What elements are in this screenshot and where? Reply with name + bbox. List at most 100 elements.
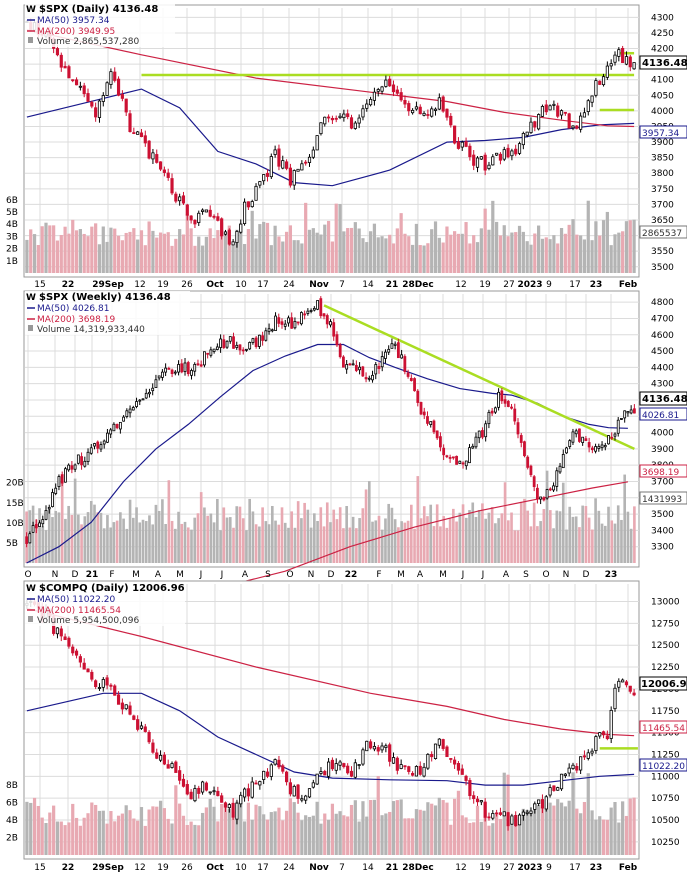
candle-body — [537, 799, 541, 804]
date-tick-label: N — [308, 570, 315, 580]
volume-bar — [529, 811, 533, 855]
volume-bar — [355, 528, 358, 563]
candle-body — [357, 764, 361, 766]
price-tick-label: 13000 — [651, 597, 680, 607]
volume-bar — [471, 502, 475, 563]
candle-body — [445, 108, 449, 118]
candle-body — [235, 231, 239, 244]
candle-body — [189, 215, 193, 221]
volume-bar — [64, 518, 67, 563]
volume-bar — [204, 807, 208, 855]
candle-body — [456, 141, 461, 149]
volume-bar — [329, 522, 332, 563]
volume-tag — [639, 491, 687, 505]
candle-body — [374, 364, 378, 375]
volume-bar — [290, 511, 294, 563]
spx-daily-legend: $SPX (Daily) 4136.48 W MA(50) 3957.34 MA… — [25, 3, 175, 47]
candle-body — [197, 787, 201, 794]
candle-body — [204, 782, 208, 791]
candle-body — [90, 671, 94, 680]
candle-body — [432, 420, 436, 433]
candle-body — [101, 95, 105, 102]
candle-body — [115, 424, 119, 429]
volume-bar — [296, 240, 300, 273]
candle-body — [607, 435, 610, 445]
volume-bar — [147, 809, 151, 855]
volume-bar — [174, 528, 177, 563]
price-tick-label: 3700 — [651, 200, 674, 210]
candle-body — [613, 433, 617, 437]
volume-bar — [94, 223, 98, 273]
spx-daily-volume-axis: 1B 2B 3B 4B 5B 6B — [6, 196, 18, 267]
price-tick-label: 3550 — [651, 247, 674, 257]
volume-bar — [481, 503, 484, 563]
volume-bar — [474, 516, 478, 563]
candle-body — [132, 132, 136, 134]
date-tick-label: 23 — [605, 570, 618, 580]
candle-body — [544, 796, 548, 810]
candle-body — [239, 794, 243, 805]
volume-bar — [594, 498, 597, 563]
candle-body — [609, 709, 613, 739]
candle-body — [414, 106, 419, 110]
volume-tick-label: 10B — [6, 519, 24, 529]
volume-bar — [601, 819, 606, 855]
candle-body — [372, 746, 376, 750]
volume-bar — [407, 818, 411, 855]
volume-bar — [357, 821, 361, 855]
compq-daily-ma — [26, 607, 635, 786]
volume-bar — [397, 527, 400, 563]
date-tick-label: 17 — [257, 863, 268, 873]
candle-body — [609, 63, 613, 67]
candle-body — [251, 338, 255, 343]
volume-tick-label: 5B — [6, 539, 18, 549]
volume-tag-label: 2865537 — [642, 229, 682, 239]
volume-bar — [475, 242, 480, 273]
volume-bar — [189, 821, 193, 855]
candle-body — [222, 339, 226, 348]
volume-bar — [29, 229, 33, 273]
volume-bar — [269, 245, 273, 273]
volume-bar — [139, 807, 144, 855]
volume-bar — [235, 506, 239, 563]
volume-bar — [212, 522, 216, 563]
candle-body — [132, 715, 136, 720]
candle-body — [372, 91, 376, 101]
volume-bar — [235, 801, 239, 855]
candle-body — [377, 365, 381, 370]
spx-weekly-candles — [25, 296, 636, 548]
volume-bar — [479, 228, 483, 273]
candle-body — [552, 785, 556, 791]
volume-bar — [89, 500, 93, 563]
volume-bar — [349, 804, 354, 855]
volume-bar — [403, 522, 407, 563]
volume-bar — [632, 797, 636, 855]
candle-body — [400, 354, 404, 359]
candle-body — [261, 335, 265, 341]
volume-bar — [284, 810, 289, 855]
volume-bar — [36, 245, 40, 273]
volume-bar — [293, 527, 297, 563]
candle-body — [632, 62, 636, 70]
last-price-tag — [639, 55, 687, 70]
volume-bar — [410, 244, 415, 273]
candle-body — [448, 457, 452, 459]
ma200-tag — [639, 464, 687, 478]
volume-bar — [458, 512, 462, 563]
candle-body — [582, 755, 587, 758]
candle-body — [594, 446, 597, 452]
volume-bar — [448, 518, 452, 563]
volume-bar — [384, 813, 388, 855]
candle-body — [357, 117, 361, 124]
candle-body — [384, 79, 388, 87]
candle-body — [141, 398, 145, 401]
candle-body — [319, 122, 323, 135]
candle-body — [74, 79, 79, 86]
volume-bar — [603, 525, 607, 563]
candle-body — [174, 193, 178, 202]
candle-body — [430, 108, 434, 117]
volume-bar — [351, 516, 355, 563]
candle-body — [264, 330, 268, 341]
candle-body — [166, 764, 170, 769]
volume-bar — [323, 813, 327, 855]
